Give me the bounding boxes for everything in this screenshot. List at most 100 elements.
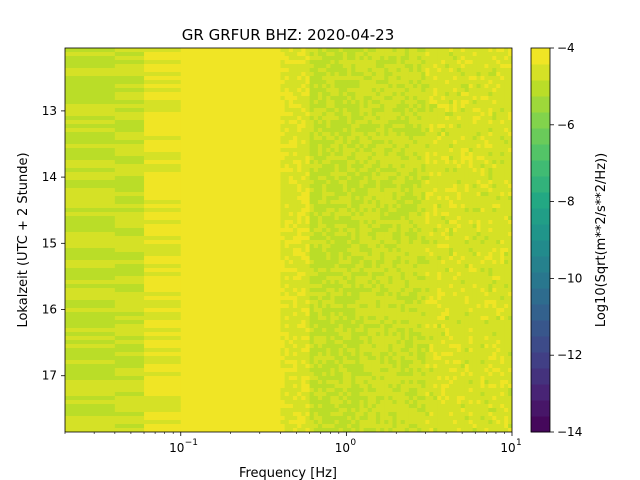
heatmap-cell (496, 136, 501, 141)
heatmap-cell (400, 412, 406, 417)
heatmap-cell (180, 388, 282, 393)
heatmap-cell (347, 272, 352, 277)
heatmap-cell (65, 156, 116, 161)
heatmap-cell (144, 156, 182, 161)
heatmap-cell (508, 64, 512, 69)
heatmap-cell (297, 212, 302, 217)
heatmap-cell (400, 144, 406, 149)
heatmap-cell (114, 236, 145, 241)
heatmap-cell (309, 144, 315, 149)
heatmap-cell (460, 68, 466, 73)
heatmap-cell (334, 308, 340, 313)
heatmap-cell (288, 236, 294, 241)
heatmap-cell (400, 64, 406, 69)
heatmap-cell (301, 152, 307, 157)
heatmap-cell (480, 76, 486, 81)
heatmap-cell (400, 368, 406, 373)
heatmap-cell (180, 76, 282, 81)
heatmap-cell (338, 316, 344, 321)
heatmap-cell (392, 160, 398, 165)
heatmap-cell (330, 428, 336, 432)
heatmap-cell (449, 264, 454, 269)
heatmap-cell (441, 136, 446, 141)
heatmap-cell (464, 100, 470, 105)
heatmap-cell (496, 160, 501, 165)
heatmap-cell (396, 304, 402, 309)
heatmap-cell (464, 208, 470, 213)
heatmap-cell (408, 232, 414, 237)
heatmap-cell (429, 88, 434, 93)
heatmap-cell (301, 412, 307, 417)
heatmap-cell (180, 52, 282, 57)
heatmap-cell (464, 228, 470, 233)
heatmap-cell (456, 56, 462, 61)
heatmap-cell (326, 124, 332, 129)
heatmap-cell (297, 428, 302, 432)
heatmap-cell (284, 56, 290, 61)
heatmap-cell (338, 272, 344, 277)
heatmap-cell (309, 180, 315, 185)
heatmap-cell (433, 268, 438, 273)
heatmap-cell (500, 48, 505, 53)
heatmap-cell (355, 196, 361, 201)
heatmap-cell (114, 344, 145, 349)
heatmap-cell (421, 208, 426, 213)
heatmap-cell (322, 48, 327, 53)
heatmap-cell (468, 100, 474, 105)
heatmap-cell (330, 260, 336, 265)
heatmap-cell (492, 84, 497, 89)
heatmap-cell (351, 136, 356, 141)
heatmap-cell (301, 264, 307, 269)
heatmap-cell (288, 372, 294, 377)
heatmap-cell (297, 336, 302, 341)
heatmap-cell (380, 176, 385, 181)
heatmap-cell (180, 416, 282, 421)
heatmap-cell (359, 96, 365, 101)
heatmap-cell (355, 356, 361, 361)
heatmap-cell (413, 292, 418, 297)
heatmap-cell (452, 116, 458, 121)
heatmap-cell (421, 356, 426, 361)
heatmap-cell (280, 76, 286, 81)
heatmap-cell (322, 408, 327, 413)
heatmap-cell (400, 304, 406, 309)
heatmap-cell (400, 148, 406, 153)
heatmap-cell (351, 428, 356, 432)
heatmap-cell (468, 136, 474, 141)
heatmap-cell (496, 220, 501, 225)
heatmap-cell (417, 172, 422, 177)
heatmap-cell (144, 268, 182, 273)
heatmap-cell (388, 180, 394, 185)
heatmap-cell (334, 60, 340, 65)
heatmap-cell (297, 348, 302, 353)
heatmap-cell (309, 128, 315, 133)
heatmap-cell (425, 264, 430, 269)
heatmap-cell (421, 376, 426, 381)
heatmap-cell (288, 320, 294, 325)
heatmap-cell (330, 292, 336, 297)
heatmap-cell (305, 228, 311, 233)
heatmap-cell (500, 96, 505, 101)
heatmap-cell (114, 244, 145, 249)
heatmap-cell (441, 172, 446, 177)
heatmap-cell (464, 180, 470, 185)
heatmap-cell (445, 140, 450, 145)
heatmap-cell (114, 300, 145, 305)
heatmap-cell (330, 256, 336, 261)
heatmap-cell (347, 408, 352, 413)
heatmap-cell (322, 172, 327, 177)
heatmap-cell (326, 208, 332, 213)
heatmap-cell (384, 340, 389, 345)
heatmap-cell (280, 324, 286, 329)
heatmap-cell (347, 84, 352, 89)
heatmap-cell (297, 360, 302, 365)
heatmap-cell (413, 324, 418, 329)
heatmap-cell (65, 316, 116, 321)
heatmap-cell (355, 296, 361, 301)
heatmap-cell (380, 80, 385, 85)
heatmap-cell (452, 104, 458, 109)
heatmap-cell (449, 64, 454, 69)
heatmap-cell (449, 200, 454, 205)
heatmap-cell (392, 208, 398, 213)
heatmap-cell (351, 84, 356, 89)
